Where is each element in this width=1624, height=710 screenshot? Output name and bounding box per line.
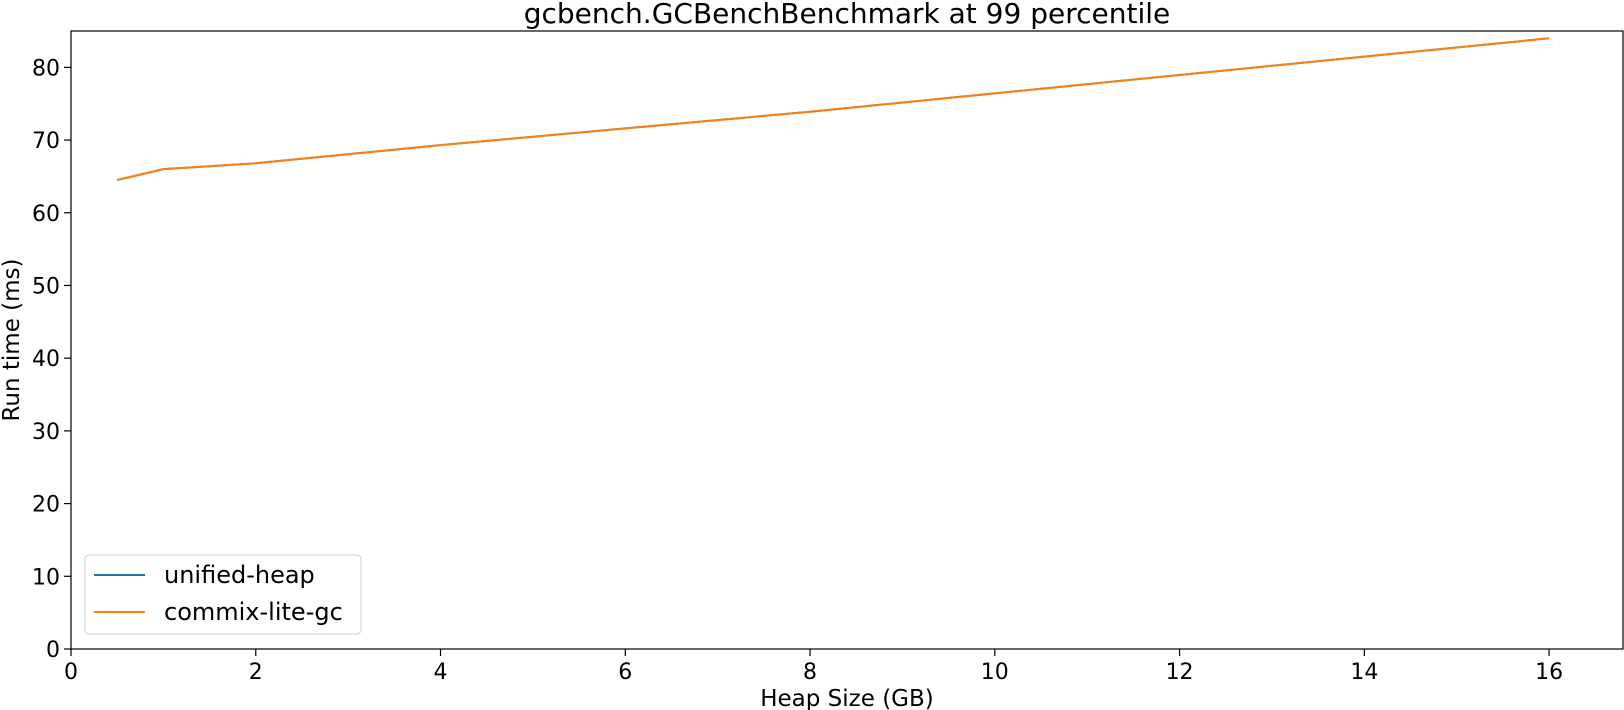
y-tick-label: 30: [32, 420, 60, 445]
x-tick-label: 16: [1535, 660, 1563, 685]
y-tick-label: 0: [46, 638, 60, 663]
y-tick-label: 20: [32, 493, 60, 518]
legend-box: [84, 554, 362, 635]
legend: unified-heap commix-lite-gc: [84, 554, 362, 635]
y-tick-label: 60: [32, 202, 60, 227]
y-tick-label: 50: [32, 274, 60, 299]
x-tick-label: 0: [64, 660, 78, 685]
y-tick-label: 10: [32, 565, 60, 590]
x-tick-label: 4: [434, 660, 448, 685]
x-axis-ticks: 0 2 4 6 8 10 12 14 16: [64, 649, 1563, 685]
plot-area: [116, 37, 1550, 181]
legend-label-commix-lite-gc: commix-lite-gc: [164, 598, 343, 626]
chart-title: gcbench.GCBenchBenchmark at 99 percentil…: [524, 0, 1171, 30]
y-axis-ticks: 0 10 20 30 40 50 60 70 80: [32, 56, 71, 663]
x-tick-label: 8: [803, 660, 817, 685]
y-tick-label: 80: [32, 56, 60, 81]
x-tick-label: 12: [1166, 660, 1194, 685]
series-line-commix-lite-gc: [116, 37, 1550, 181]
y-tick-label: 70: [32, 129, 60, 154]
y-tick-label: 40: [32, 347, 60, 372]
plot-frame: [70, 30, 1624, 650]
x-tick-label: 10: [981, 660, 1009, 685]
legend-label-unified-heap: unified-heap: [164, 561, 315, 589]
x-axis-label: Heap Size (GB): [760, 686, 934, 710]
x-tick-label: 2: [249, 660, 263, 685]
x-tick-label: 6: [618, 660, 632, 685]
y-axis-label: Run time (ms): [0, 258, 25, 421]
x-tick-label: 14: [1350, 660, 1378, 685]
